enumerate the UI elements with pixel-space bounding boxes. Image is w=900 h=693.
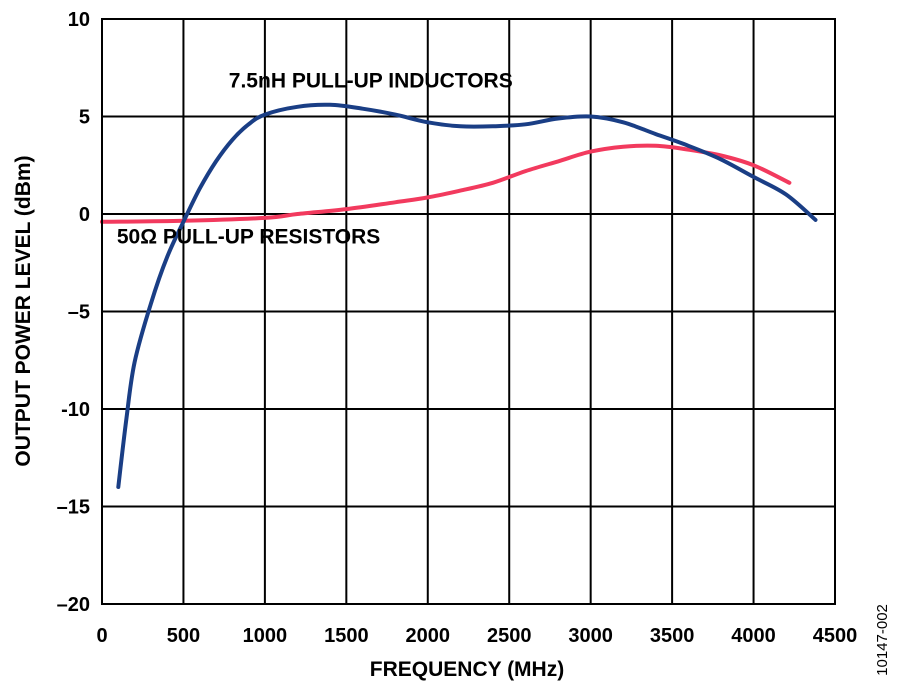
figure-id: 10147-002 [874,604,891,676]
x-tick-labels: 0 500 1000 1500 2000 2500 3000 3500 4000 4500 [96,625,857,647]
annotation-label: 50Ω PULL-UP RESISTORS [117,225,380,248]
x-tick-label: 1000 [243,625,288,647]
y-tick-label: –15 [57,497,90,519]
y-axis-label: OUTPUT POWER LEVEL (dBm) [12,155,35,466]
series-line-resistors [100,143,792,224]
annotations: 7.5nH PULL-UP INDUCTORS 50Ω PULL-UP RESIS… [117,69,513,248]
x-tick-label: 0 [96,625,107,647]
y-tick-label: 10 [68,9,90,31]
x-tick-label: 3000 [568,625,613,647]
x-tick-label: 2000 [406,625,451,647]
plot-frame [101,18,836,605]
series-layer [100,102,818,489]
x-tick-label: 3500 [650,625,695,647]
x-tick-label: 4000 [731,625,776,647]
y-tick-label: 0 [79,204,90,226]
x-axis-label: FREQUENCY (MHz) [370,658,564,681]
y-tick-label: -10 [61,399,90,421]
y-tick-label: –20 [57,594,90,616]
y-tick-label: –5 [68,302,90,324]
x-tick-label: 1500 [324,625,369,647]
x-tick-label: 500 [167,625,200,647]
x-tick-label: 2500 [487,625,532,647]
grid-lines [101,18,836,605]
x-tick-label: 4500 [813,625,858,647]
y-tick-labels: 10 5 0 –5 -10 –15 –20 [57,9,90,616]
y-tick-label: 5 [79,107,90,129]
series-line-inductors [116,102,818,489]
annotation-label: 7.5nH PULL-UP INDUCTORS [229,69,513,92]
